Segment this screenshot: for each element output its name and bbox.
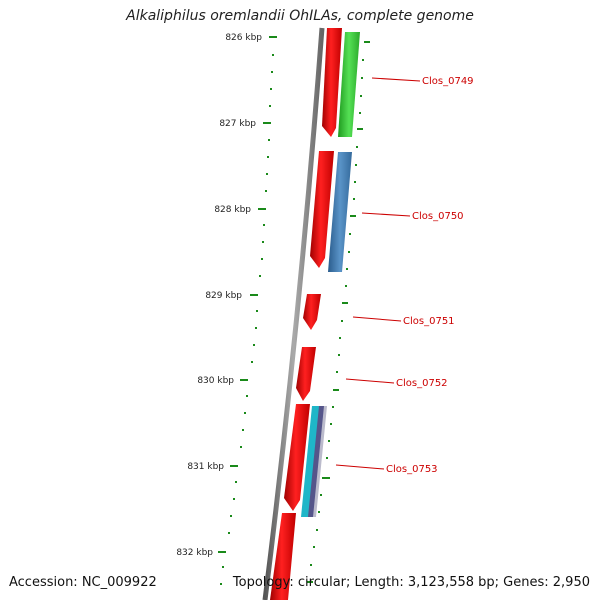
accession-text: Accession: NC_009922	[9, 575, 157, 590]
genome-title: Alkaliphilus oremlandii OhILAs, complete…	[126, 8, 474, 24]
gene-feature-cyan[interactable]	[301, 406, 320, 517]
topology-text: Topology: circular; Length: 3,123,558 bp…	[232, 575, 590, 590]
gene-feature-red-5[interactable]	[284, 404, 310, 511]
genome-backbone	[262, 27, 325, 600]
kbp-label-827: 827 kbp	[219, 119, 256, 129]
gene-feature-blue[interactable]	[328, 152, 352, 272]
minor-ticks-left	[220, 54, 274, 585]
kbp-label-830: 830 kbp	[197, 376, 234, 386]
colored-features	[301, 32, 360, 517]
major-ticks-left	[218, 36, 277, 553]
kbp-label-831: 831 kbp	[187, 462, 224, 472]
gene-feature-red-3[interactable]	[303, 294, 321, 330]
label-leaders	[335, 77, 421, 470]
gene-feature-red-6[interactable]	[270, 513, 296, 600]
kbp-label-828: 828 kbp	[214, 205, 251, 215]
gene-label-clos-0749: Clos_0749	[422, 76, 474, 87]
gene-feature-red-2[interactable]	[310, 151, 334, 268]
forward-genes	[270, 28, 342, 600]
kbp-labels: 826 kbp 827 kbp 828 kbp 829 kbp 830 kbp …	[176, 33, 262, 558]
gene-feature-purple[interactable]	[308, 406, 325, 517]
minor-ticks-right	[307, 41, 370, 583]
gene-label-clos-0750: Clos_0750	[412, 211, 464, 222]
kbp-label-826: 826 kbp	[225, 33, 262, 43]
gene-labels: Clos_0749 Clos_0750 Clos_0751 Clos_0752 …	[386, 76, 474, 475]
gene-label-clos-0752: Clos_0752	[396, 378, 448, 389]
gene-label-clos-0753: Clos_0753	[386, 464, 438, 475]
gene-feature-red-4[interactable]	[296, 347, 316, 401]
gene-feature-red-1[interactable]	[322, 28, 342, 137]
gene-feature-lightgrey[interactable]	[313, 406, 327, 517]
kbp-label-832: 832 kbp	[176, 548, 213, 558]
kbp-label-829: 829 kbp	[205, 291, 242, 301]
gene-feature-green[interactable]	[338, 32, 360, 137]
gene-label-clos-0751: Clos_0751	[403, 316, 455, 327]
